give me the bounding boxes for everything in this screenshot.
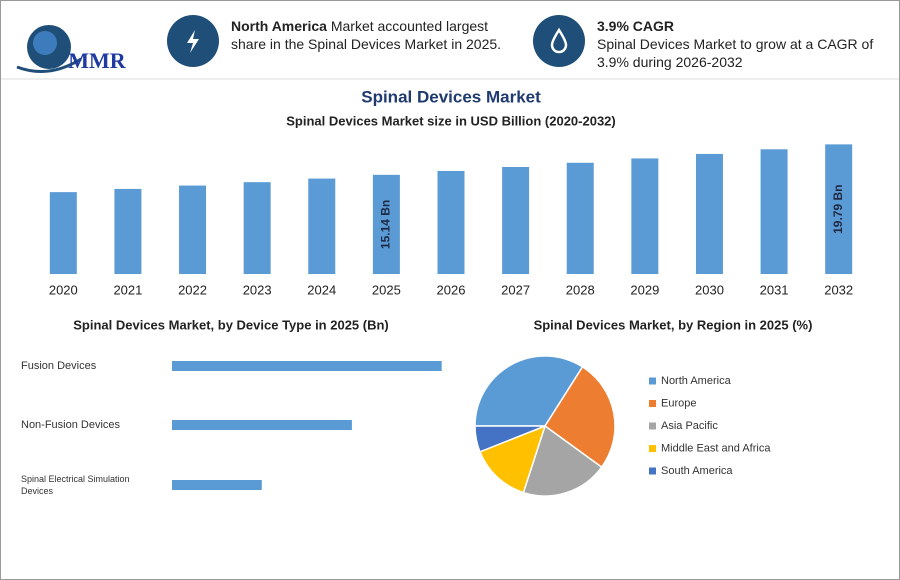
logo-text: MMR — [68, 48, 127, 73]
value-label: 15.14 Bn — [379, 200, 393, 249]
chart-title: Spinal Devices Market, by Device Type in… — [73, 317, 389, 332]
chart-title: Spinal Devices Market, by Region in 2025… — [534, 317, 813, 332]
bar — [172, 480, 262, 490]
y-tick-label: Non-Fusion Devices — [21, 419, 121, 431]
x-tick-label: 2024 — [307, 282, 336, 297]
bar — [502, 166, 530, 274]
x-tick-label: 2023 — [243, 282, 272, 297]
drop-icon — [550, 27, 568, 54]
x-tick-label: 2022 — [178, 282, 207, 297]
bar — [695, 153, 723, 274]
x-tick-label: 2020 — [49, 282, 78, 297]
logo-globe-shine — [33, 31, 57, 55]
legend-swatch — [649, 422, 656, 430]
legend-swatch — [649, 445, 656, 452]
x-tick-label: 2031 — [760, 282, 789, 297]
card-text: Spinal Devices Market to grow at a CAGR … — [597, 36, 874, 70]
legend-label: South America — [661, 465, 733, 477]
bar — [308, 178, 336, 274]
bar — [179, 185, 207, 274]
pie-slice — [543, 365, 616, 469]
bar — [172, 361, 442, 371]
bar — [372, 174, 400, 274]
legend-swatch — [649, 467, 656, 475]
pie-slice — [474, 425, 546, 453]
bar — [631, 158, 659, 274]
card-highlight: 3.9% CAGR — [597, 18, 675, 34]
legend-label: Europe — [661, 397, 696, 409]
y-tick-label: Spinal Electrical Simulation Devices — [21, 474, 130, 496]
bar — [243, 182, 271, 274]
legend-swatch — [649, 377, 656, 385]
legend-swatch — [649, 400, 656, 407]
pie-slice — [478, 424, 547, 494]
legend-label: Middle East and Africa — [661, 442, 771, 454]
x-tick-label: 2029 — [630, 282, 659, 297]
x-tick-label: 2030 — [695, 282, 724, 297]
page-title: Spinal Devices Market — [361, 87, 541, 106]
bar — [172, 420, 352, 430]
x-tick-label: 2025 — [372, 282, 401, 297]
bar — [825, 144, 853, 274]
logo-swoosh — [16, 57, 82, 73]
bar — [114, 188, 142, 274]
info-card: North America Market accounted largest s… — [231, 17, 511, 53]
x-tick-label: 2021 — [113, 282, 142, 297]
chart-title: Spinal Devices Market size in USD Billio… — [286, 113, 615, 128]
x-tick-label: 2032 — [824, 282, 853, 297]
x-tick-label: 2028 — [566, 282, 595, 297]
pie-slice — [522, 424, 603, 497]
info-card: 3.9% CAGR Spinal Devices Market to grow a… — [597, 17, 887, 71]
bolt-icon — [187, 30, 199, 53]
icon — [533, 15, 585, 67]
bar — [49, 192, 77, 274]
bar — [760, 149, 788, 274]
bar — [437, 170, 465, 274]
icon — [167, 15, 219, 67]
card-highlight: North America — [231, 18, 327, 34]
y-tick-label: Fusion Devices — [21, 360, 97, 372]
legend-label: North America — [661, 375, 732, 387]
x-tick-label: 2026 — [437, 282, 466, 297]
x-tick-label: 2027 — [501, 282, 530, 297]
bar — [566, 162, 594, 274]
value-label: 19.79 Bn — [831, 185, 845, 234]
legend-label: Asia Pacific — [661, 420, 718, 432]
card-text: Market accounted largest share in the Sp… — [231, 18, 502, 52]
